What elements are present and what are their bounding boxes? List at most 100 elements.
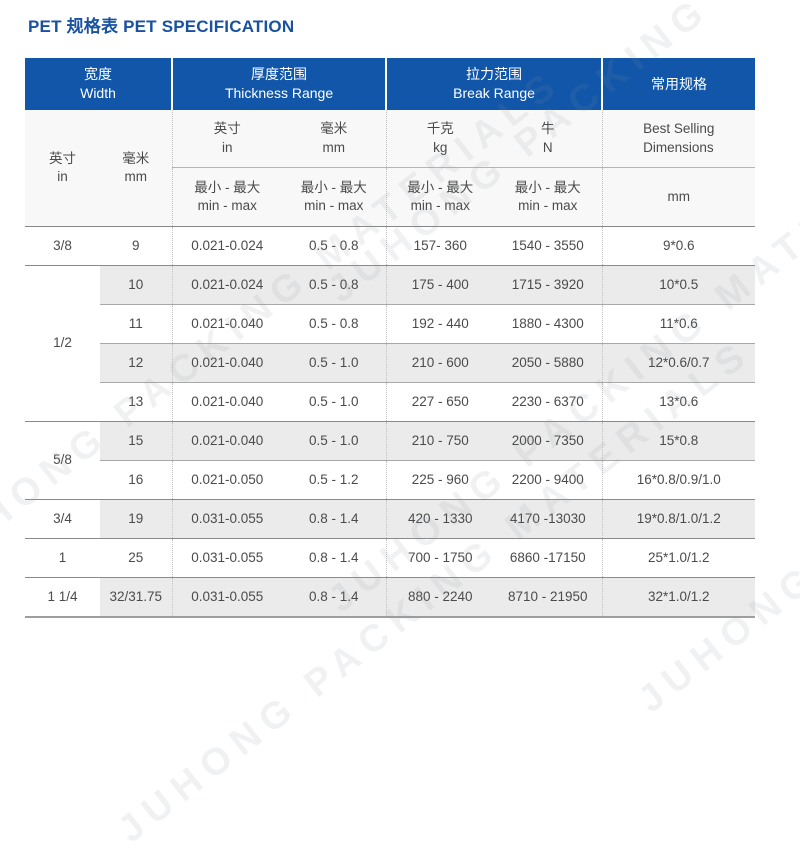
cell-break-n: 2200 - 9400	[494, 460, 603, 500]
unit-best-selling: Best Selling Dimensions	[601, 110, 756, 168]
cell-best-selling: 16*0.8/0.9/1.0	[601, 460, 756, 500]
cell-width-mm: 11	[100, 304, 173, 344]
cell-thickness-in: 0.021-0.040	[171, 304, 283, 344]
cell-best-selling: 13*0.6	[601, 382, 756, 422]
minmax-en: min - max	[197, 198, 257, 213]
cell-width-mm: 15	[100, 421, 173, 461]
table-row: 1 1/4 32/31.75 0.031-0.055 0.8 - 1.4 880…	[25, 577, 756, 618]
cell-break-n: 2000 - 7350	[494, 421, 603, 461]
cell-break-kg: 225 - 960	[385, 460, 495, 500]
cell-thickness-mm: 0.8 - 1.4	[282, 538, 387, 578]
table-header-row: 宽度 Width 厚度范围 Thickness Range 拉力范围 Break…	[25, 58, 756, 110]
table-row: 11 0.021-0.040 0.5 - 0.8 192 - 440 1880 …	[25, 304, 756, 344]
unit-thickness-in-zh: 英寸	[213, 121, 241, 137]
subheader-units-row: 英寸 in 毫米 mm 英寸 in 毫米 mm 千克 kg 牛 N Best S…	[25, 110, 756, 227]
header-best-zh: 常用规格	[651, 75, 708, 92]
cell-break-kg: 210 - 600	[385, 343, 495, 383]
cell-thickness-mm: 0.8 - 1.4	[282, 577, 387, 618]
cell-break-n: 1880 - 4300	[494, 304, 603, 344]
unit-width-mm: 毫米 mm	[100, 110, 173, 227]
header-thickness-range: 厚度范围 Thickness Range	[171, 58, 387, 110]
unit-width-mm-zh: 毫米	[122, 150, 150, 166]
cell-break-n: 8710 - 21950	[494, 577, 603, 618]
header-thickness-en: Thickness Range	[224, 85, 334, 101]
unit-thickness-mm-en: mm	[322, 139, 346, 155]
header-break-en: Break Range	[453, 85, 535, 101]
cell-width-mm: 16	[100, 460, 173, 500]
cell-width-in: 3/8	[25, 226, 100, 266]
cell-thickness-in: 0.021-0.024	[171, 226, 283, 266]
cell-width-mm: 9	[100, 226, 173, 266]
header-thickness-zh: 厚度范围	[251, 66, 308, 83]
cell-thickness-mm: 0.5 - 1.0	[282, 382, 387, 422]
cell-thickness-in: 0.031-0.055	[171, 577, 283, 618]
cell-thickness-in: 0.021-0.050	[171, 460, 283, 500]
unit-break-kg-en: kg	[433, 139, 448, 155]
cell-break-kg: 880 - 2240	[385, 577, 495, 618]
minmax-zh: 最小 - 最大	[194, 179, 261, 195]
cell-break-kg: 700 - 1750	[385, 538, 495, 578]
unit-thickness-mm: 毫米 mm	[282, 110, 387, 168]
unit-thickness-mm-zh: 毫米	[320, 121, 348, 137]
table-row: 1 25 0.031-0.055 0.8 - 1.4 700 - 1750 68…	[25, 538, 756, 578]
best-selling-unit: mm	[601, 167, 756, 227]
minmax-zh: 最小 - 最大	[514, 179, 581, 195]
cell-break-kg: 227 - 650	[385, 382, 495, 422]
cell-thickness-in: 0.031-0.055	[171, 538, 283, 578]
cell-width-in: 1 1/4	[25, 577, 100, 618]
cell-break-n: 4170 -13030	[494, 499, 603, 539]
cell-width-in: 1/2	[25, 265, 100, 422]
cell-best-selling: 11*0.6	[601, 304, 756, 344]
cell-break-n: 6860 -17150	[494, 538, 603, 578]
table-row: 1/2 10 0.021-0.024 0.5 - 0.8 175 - 400 1…	[25, 265, 756, 422]
cell-best-selling: 15*0.8	[601, 421, 756, 461]
minmax-thickness-mm: 最小 - 最大 min - max	[282, 167, 387, 227]
table-row: 5/8 15 0.021-0.040 0.5 - 1.0 210 - 750 2…	[25, 421, 756, 500]
page-title: PET 规格表 PET SPECIFICATION	[28, 17, 295, 36]
cell-thickness-mm: 0.5 - 0.8	[282, 265, 387, 305]
header-width: 宽度 Width	[25, 58, 173, 110]
cell-thickness-in: 0.021-0.040	[171, 382, 283, 422]
table-row: 16 0.021-0.050 0.5 - 1.2 225 - 960 2200 …	[25, 460, 756, 500]
cell-best-selling: 10*0.5	[601, 265, 756, 305]
unit-break-n: 牛 N	[494, 110, 603, 168]
cell-width-mm: 32/31.75	[100, 577, 173, 618]
table-row: 3/4 19 0.031-0.055 0.8 - 1.4 420 - 1330 …	[25, 499, 756, 539]
cell-thickness-mm: 0.5 - 0.8	[282, 226, 387, 266]
cell-break-n: 1715 - 3920	[494, 265, 603, 305]
unit-width-in: 英寸 in	[25, 110, 100, 227]
cell-break-kg: 192 - 440	[385, 304, 495, 344]
cell-width-mm: 19	[100, 499, 173, 539]
minmax-break-n: 最小 - 最大 min - max	[494, 167, 603, 227]
unit-thickness-in-en: in	[222, 139, 233, 155]
best-selling-line2: Dimensions	[643, 139, 714, 155]
pet-specification-table: 宽度 Width 厚度范围 Thickness Range 拉力范围 Break…	[25, 58, 756, 618]
minmax-en: min - max	[410, 198, 470, 213]
unit-break-n-en: N	[542, 139, 553, 155]
best-selling-line1: Best Selling	[643, 121, 715, 137]
cell-thickness-in: 0.021-0.040	[171, 343, 283, 383]
header-width-zh: 宽度	[84, 66, 112, 83]
cell-thickness-in: 0.021-0.024	[171, 265, 283, 305]
cell-break-kg: 210 - 750	[385, 421, 495, 461]
cell-width-in: 3/4	[25, 499, 100, 539]
minmax-zh: 最小 - 最大	[407, 179, 474, 195]
unit-break-kg: 千克 kg	[385, 110, 495, 168]
cell-break-kg: 420 - 1330	[385, 499, 495, 539]
cell-break-n: 2050 - 5880	[494, 343, 603, 383]
cell-thickness-mm: 0.5 - 1.0	[282, 421, 387, 461]
cell-thickness-in: 0.021-0.040	[171, 421, 283, 461]
cell-best-selling: 32*1.0/1.2	[601, 577, 756, 618]
header-width-en: Width	[80, 85, 116, 101]
cell-best-selling: 9*0.6	[601, 226, 756, 266]
table-row: 13 0.021-0.040 0.5 - 1.0 227 - 650 2230 …	[25, 382, 756, 422]
cell-width-in: 5/8	[25, 421, 100, 500]
table-row: 3/8 9 0.021-0.024 0.5 - 0.8 157- 360 154…	[25, 226, 756, 266]
cell-width-mm: 12	[100, 343, 173, 383]
unit-width-mm-en: mm	[124, 169, 148, 184]
cell-thickness-mm: 0.5 - 0.8	[282, 304, 387, 344]
minmax-thickness-in: 最小 - 最大 min - max	[171, 167, 283, 227]
cell-thickness-mm: 0.5 - 1.0	[282, 343, 387, 383]
cell-break-n: 2230 - 6370	[494, 382, 603, 422]
cell-width-in: 1	[25, 538, 100, 578]
